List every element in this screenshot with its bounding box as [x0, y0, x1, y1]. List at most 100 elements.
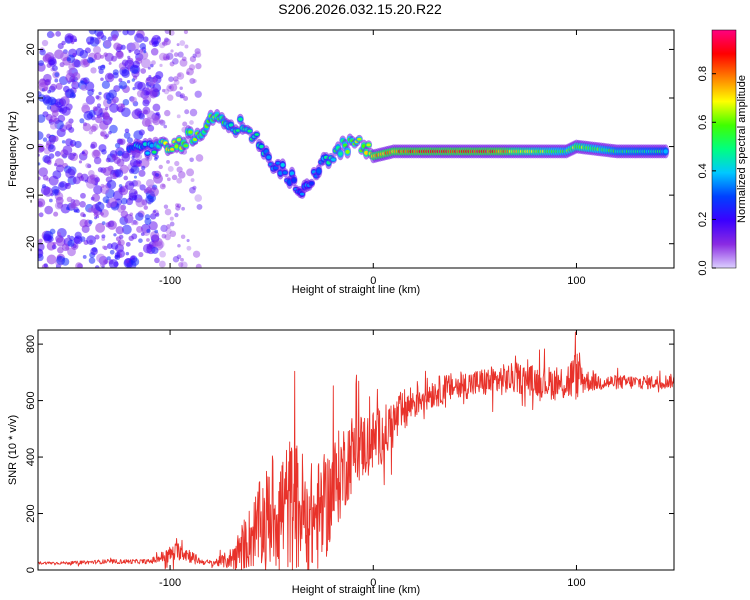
noise-speck: [79, 236, 86, 242]
noise-speck: [80, 212, 86, 218]
noise-speck: [186, 71, 190, 75]
noise-speck: [180, 261, 188, 268]
noise-speck: [105, 157, 111, 163]
noise-speck: [104, 39, 112, 48]
noise-speck: [132, 60, 140, 69]
noise-speck: [165, 173, 169, 178]
noise-speck: [57, 231, 62, 236]
noise-speck: [186, 238, 190, 243]
noise-speck: [113, 156, 121, 165]
noise-speck: [104, 106, 109, 111]
noise-speck: [120, 197, 128, 205]
noise-speck: [167, 165, 174, 172]
noise-speck: [61, 106, 71, 116]
noise-speck: [92, 106, 98, 112]
noise-speck: [117, 30, 122, 33]
noise-speck: [54, 150, 61, 157]
noise-speck: [108, 61, 112, 65]
noise-speck: [176, 72, 185, 80]
noise-speck: [68, 63, 75, 71]
noise-speck: [95, 222, 106, 233]
noise-speck: [72, 176, 81, 185]
noise-speck: [96, 31, 105, 39]
signal-core: [238, 117, 243, 121]
noise-speck: [117, 106, 124, 113]
noise-speck: [87, 164, 92, 169]
noise-speck: [102, 111, 110, 120]
noise-speck: [175, 205, 181, 211]
noise-speck: [57, 246, 64, 254]
noise-speck: [82, 102, 89, 109]
noise-speck: [49, 122, 58, 130]
noise-speck: [174, 160, 180, 167]
noise-speck: [186, 67, 194, 76]
noise-speck: [159, 63, 163, 67]
y-tick-label: 0: [25, 567, 37, 573]
noise-speck: [190, 178, 195, 182]
noise-speck: [154, 237, 163, 247]
signal-core: [331, 158, 336, 161]
noise-speck: [182, 121, 188, 127]
noise-speck: [68, 202, 77, 210]
noise-speck: [43, 73, 52, 83]
noise-speck: [169, 230, 177, 238]
noise-speck: [38, 162, 41, 166]
noise-speck: [177, 51, 184, 58]
noise-speck: [100, 212, 104, 216]
noise-speck: [180, 234, 186, 239]
signal-core: [235, 129, 241, 132]
noise-speck: [189, 108, 198, 117]
signal-core: [259, 144, 264, 149]
noise-speck: [189, 55, 197, 63]
signal-core: [170, 147, 175, 151]
noise-speck: [101, 80, 111, 89]
noise-speck: [62, 145, 73, 155]
noise-speck: [135, 212, 144, 221]
noise-speck: [178, 261, 184, 268]
y-tick-label: 10: [25, 92, 37, 104]
noise-speck: [38, 60, 45, 66]
noise-speck: [145, 186, 152, 194]
noise-speck: [61, 243, 70, 252]
noise-speck: [80, 84, 88, 92]
noise-speck: [107, 197, 118, 208]
noise-speck: [63, 85, 70, 93]
noise-speck: [110, 242, 119, 250]
colorbar-ticks: 0.0 0.2 0.4 0.6 0.8: [697, 66, 716, 276]
noise-speck: [58, 181, 68, 191]
noise-speck: [120, 44, 126, 50]
noise-speck: [91, 193, 101, 202]
noise-speck: [172, 255, 180, 263]
noise-speck: [138, 251, 144, 258]
noise-speck: [100, 77, 104, 82]
noise-speck: [131, 155, 135, 160]
noise-speck: [60, 96, 70, 106]
y-tick-label: 800: [25, 335, 37, 353]
noise-speck: [180, 93, 186, 99]
noise-speck: [101, 149, 107, 155]
noise-speck: [53, 211, 59, 217]
noise-speck: [115, 236, 121, 242]
noise-speck: [55, 237, 66, 247]
noise-speck: [80, 173, 89, 182]
noise-speck: [50, 115, 57, 123]
noise-speck: [145, 178, 155, 188]
snr-x-axis-title: Height of straight line (km): [292, 584, 420, 596]
noise-speck: [177, 73, 182, 78]
noise-speck: [113, 42, 121, 51]
noise-speck: [194, 194, 203, 202]
noise-speck: [138, 129, 145, 136]
noise-speck: [108, 259, 119, 268]
x-tick-label: -100: [159, 577, 181, 589]
noise-speck: [79, 118, 85, 124]
signal-core: [289, 171, 295, 176]
noise-speck: [181, 56, 187, 62]
noise-speck: [99, 64, 106, 71]
noise-speck: [177, 244, 181, 248]
noise-speck: [195, 154, 204, 162]
noise-speck: [95, 95, 100, 100]
noise-speck: [84, 179, 88, 183]
noise-speck: [172, 58, 179, 65]
signal-core: [254, 133, 259, 136]
noise-speck: [183, 96, 189, 101]
